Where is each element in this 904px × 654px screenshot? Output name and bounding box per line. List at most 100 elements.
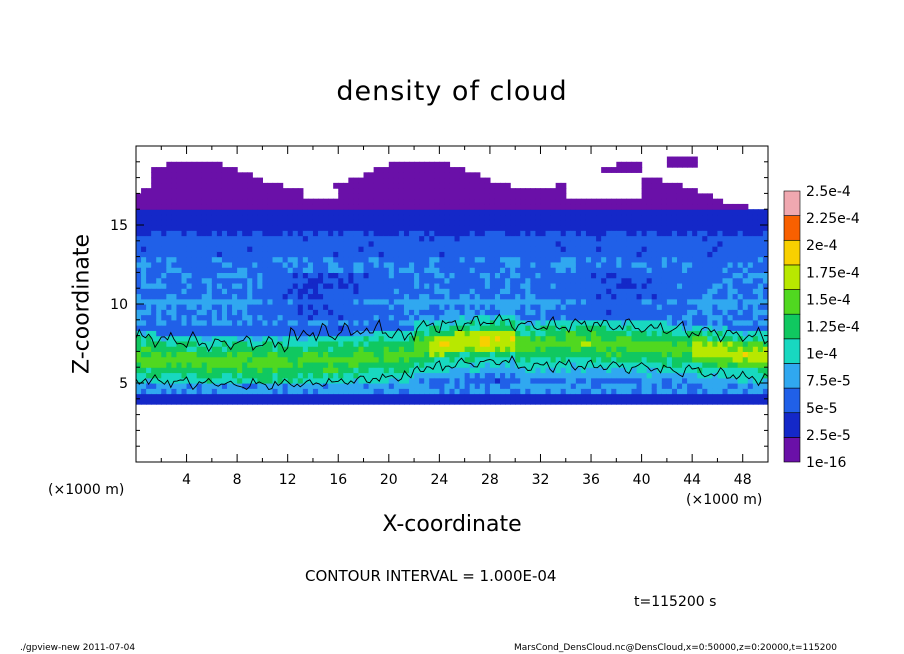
field-cell: [403, 356, 410, 363]
field-cell: [206, 393, 213, 400]
field-cell: [550, 293, 557, 300]
field-cell: [464, 256, 471, 263]
field-cell: [287, 203, 294, 210]
field-cell: [616, 383, 622, 389]
field-cell: [702, 251, 708, 258]
field-cell: [505, 267, 511, 273]
field-cell: [575, 240, 582, 247]
field-cell: [641, 251, 648, 258]
field-cell: [318, 314, 324, 321]
field-cell: [302, 388, 309, 395]
field-cell: [616, 209, 622, 216]
field-cell: [575, 377, 582, 384]
field-cell: [216, 193, 223, 200]
field-cell: [181, 277, 188, 284]
field-cell: [292, 309, 299, 316]
field-cell: [580, 261, 587, 268]
field-cell: [307, 203, 314, 210]
field-cell: [631, 198, 638, 205]
field-cell: [494, 314, 501, 321]
field-cell: [141, 282, 147, 289]
field-cell: [641, 246, 648, 252]
field-cell: [474, 251, 481, 258]
field-cell: [626, 330, 633, 337]
field-cell: [682, 198, 688, 205]
field-cell: [323, 209, 329, 216]
field-cell: [444, 188, 451, 194]
field-cell: [434, 246, 440, 252]
field-cell: [262, 272, 269, 279]
field-cell: [575, 288, 582, 295]
field-cell: [343, 298, 349, 305]
field-cell: [646, 340, 653, 347]
field-cell: [257, 240, 263, 247]
field-cell: [424, 351, 430, 358]
field-cell: [651, 256, 658, 263]
field-cell: [312, 335, 319, 342]
field-cell: [515, 309, 521, 316]
field-cell: [297, 256, 304, 263]
field-cell: [439, 383, 446, 389]
field-cell: [292, 393, 299, 400]
field-cell: [484, 288, 491, 295]
field-cell: [302, 225, 309, 231]
field-cell: [277, 393, 284, 400]
field-cell: [646, 356, 653, 363]
field-cell: [383, 203, 390, 210]
field-cell: [282, 372, 289, 379]
field-cell: [596, 230, 602, 237]
field-cell: [292, 361, 299, 368]
field-cell: [206, 256, 213, 263]
field-cell: [707, 251, 713, 258]
field-cell: [221, 304, 228, 310]
field-cell: [378, 330, 385, 337]
field-cell: [196, 282, 203, 289]
field-cell: [550, 261, 557, 268]
field-cell: [474, 356, 481, 363]
field-cell: [656, 372, 663, 379]
field-cell: [191, 351, 198, 358]
field-cell: [373, 304, 380, 310]
field-cell: [216, 356, 223, 363]
field-cell: [682, 156, 688, 163]
field-cell: [262, 356, 269, 363]
field-cell: [388, 261, 395, 268]
field-cell: [242, 367, 248, 374]
field-cell: [272, 272, 279, 279]
field-cell: [307, 335, 314, 342]
field-cell: [398, 161, 405, 168]
field-cell: [146, 346, 152, 352]
field-cell: [707, 282, 713, 289]
field-cell: [419, 325, 425, 331]
field-cell: [591, 209, 597, 216]
field-cell: [494, 330, 501, 337]
field-cell: [151, 267, 157, 273]
field-cell: [373, 288, 380, 295]
field-cell: [454, 330, 461, 337]
field-cell: [161, 193, 167, 200]
field-cell: [580, 203, 587, 210]
field-cell: [388, 309, 395, 316]
field-cell: [161, 346, 167, 352]
field-cell: [211, 193, 218, 200]
field-cell: [641, 261, 648, 268]
field-cell: [666, 230, 673, 237]
field-cell: [348, 235, 355, 242]
field-cell: [692, 288, 698, 295]
field-cell: [631, 367, 638, 374]
field-cell: [682, 356, 688, 363]
field-cell: [712, 356, 719, 363]
field-cell: [409, 172, 415, 179]
field-cell: [383, 393, 390, 400]
field-cell: [601, 398, 607, 405]
field-cell: [464, 393, 471, 400]
field-cell: [242, 277, 248, 284]
field-cell: [287, 293, 294, 300]
field-cell: [449, 319, 456, 326]
field-cell: [636, 309, 643, 316]
field-cell: [550, 203, 557, 210]
field-cell: [297, 356, 304, 363]
field-cell: [333, 282, 339, 289]
field-cell: [469, 219, 476, 226]
field-cell: [333, 272, 339, 279]
